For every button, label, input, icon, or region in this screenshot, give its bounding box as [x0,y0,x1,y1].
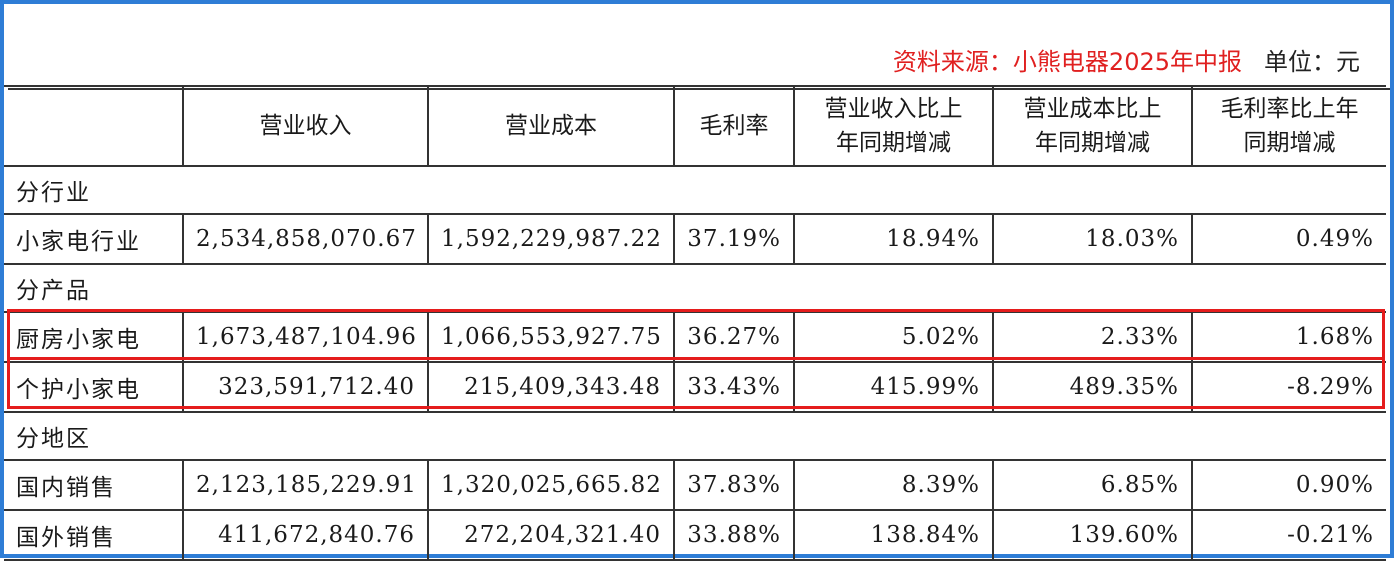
header-row: 营业收入 营业成本 毛利率 营业收入比上 年同期增减 营业成本比上 年同期增减 毛利… [4,85,1386,167]
table-cell: 2,123,185,229.91 [182,459,429,511]
section-title: 分行业 [4,165,1386,215]
table-cell: 33.88% [673,509,795,561]
header-cell-margin: 毛利率 [673,85,795,167]
table-row: 国内销售 2,123,185,229.91 1,320,025,665.82 37.8… [4,459,1386,511]
unit-text: 单位：元 [1264,48,1360,76]
section-title: 分地区 [4,411,1386,461]
table-cell: 1,320,025,665.82 [427,459,675,511]
table-cell: 138.84% [793,509,994,561]
section-row: 分产品 [4,263,1386,313]
header-cell-cost: 营业成本 [427,85,675,167]
table-cell: 8.39% [793,459,994,511]
table-cell: 139.60% [992,509,1193,561]
source-text: 资料来源：小熊电器2025年中报 [892,48,1242,76]
revenue-table: 营业收入 营业成本 毛利率 营业收入比上 年同期增减 营业成本比上 年同期增减 毛利… [4,85,1386,561]
table-cell: 1,066,553,927.75 [427,311,675,363]
table-cell: 272,204,321.40 [427,509,675,561]
table-cell: 411,672,840.76 [182,509,429,561]
table-row: 厨房小家电 1,673,487,104.96 1,066,553,927.75 36.… [4,311,1386,363]
table-cell: 18.03% [992,213,1193,265]
header-cell-cost-yoy: 营业成本比上 年同期增减 [992,85,1193,167]
header-cell-blank [4,85,184,167]
header-cell-margin-yoy: 毛利率比上年 同期增减 [1191,85,1386,167]
section-title: 分产品 [4,263,1386,313]
section-row: 分地区 [4,411,1386,461]
row-label: 个护小家电 [4,361,184,413]
row-label: 小家电行业 [4,213,184,265]
table-cell: 0.49% [1191,213,1386,265]
table-cell: -0.21% [1191,509,1386,561]
table-row: 国外销售 411,672,840.76 272,204,321.40 33.88% 13… [4,509,1386,561]
row-label: 国内销售 [4,459,184,511]
section-row: 分行业 [4,165,1386,215]
table-row: 小家电行业 2,534,858,070.67 1,592,229,987.22 37.… [4,213,1386,265]
row-label: 国外销售 [4,509,184,561]
table-cell: 1,673,487,104.96 [182,311,429,363]
table-cell: 5.02% [793,311,994,363]
table-row: 个护小家电 323,591,712.40 215,409,343.48 33.43% 4… [4,361,1386,413]
table-cell: 2.33% [992,311,1193,363]
table-cell: 2,534,858,070.67 [182,213,429,265]
table-cell: 33.43% [673,361,795,413]
header-cell-revenue: 营业收入 [182,85,429,167]
table-cell: 415.99% [793,361,994,413]
table-cell: -8.29% [1191,361,1386,413]
table-cell: 1,592,229,987.22 [427,213,675,265]
source-bar: 资料来源：小熊电器2025年中报 单位：元 [8,8,1390,90]
table-cell: 18.94% [793,213,994,265]
row-label: 厨房小家电 [4,311,184,363]
table-cell: 323,591,712.40 [182,361,429,413]
table-cell: 1.68% [1191,311,1386,363]
table-cell: 37.83% [673,459,795,511]
header-cell-revenue-yoy: 营业收入比上 年同期增减 [793,85,994,167]
table-cell: 36.27% [673,311,795,363]
table-cell: 215,409,343.48 [427,361,675,413]
table-cell: 37.19% [673,213,795,265]
source-note: 资料来源：小熊电器2025年中报 单位：元 [893,42,1360,77]
table-cell: 489.35% [992,361,1193,413]
table-cell: 6.85% [992,459,1193,511]
table-cell: 0.90% [1191,459,1386,511]
